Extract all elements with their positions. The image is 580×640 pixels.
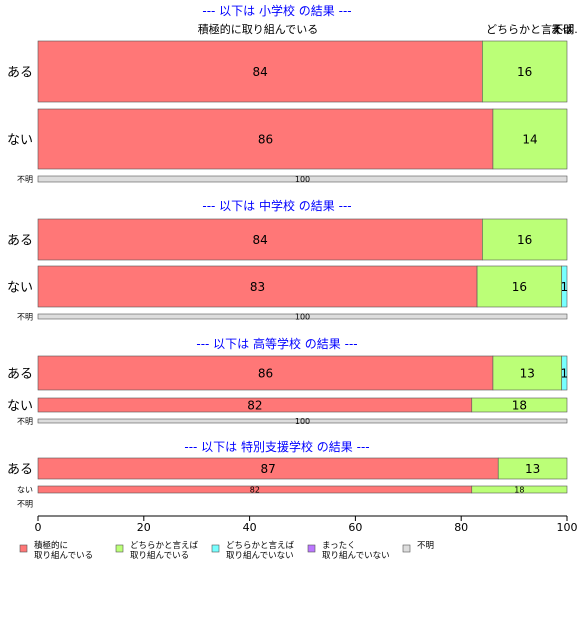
row-label: 不明	[17, 313, 33, 322]
data-label: 16	[517, 233, 532, 247]
top-category-label: まっ	[550, 23, 572, 36]
data-label: 13	[520, 366, 535, 380]
panel-title: --- 以下は 高等学校 の結果 ---	[196, 336, 357, 351]
data-label: 18	[512, 398, 527, 412]
bar-segment	[37, 218, 483, 261]
bar-segment	[471, 485, 568, 494]
data-label: 87	[260, 462, 275, 476]
data-label: 14	[522, 132, 537, 146]
x-axis-tick-label: 60	[348, 521, 362, 534]
x-axis-tick-label: 40	[243, 521, 257, 534]
x-axis-tick-label: 80	[454, 521, 468, 534]
legend-swatch	[19, 544, 28, 553]
legend-swatch	[307, 544, 316, 553]
legend-label: 取り組んでいる	[34, 550, 93, 561]
data-label: 83	[250, 280, 265, 294]
data-label: 84	[253, 233, 268, 247]
row-label: ない	[7, 281, 33, 296]
bar-segment	[561, 355, 568, 391]
bar-segment	[37, 175, 568, 183]
legend-swatch	[115, 544, 124, 553]
row-label: ある	[7, 66, 33, 81]
row-label: 不明	[17, 175, 33, 184]
panel-title: --- 以下は 中学校 の結果 ---	[202, 198, 351, 213]
top-category-label: 不明.	[552, 23, 578, 36]
data-label: 13	[525, 462, 540, 476]
data-label: 16	[512, 280, 527, 294]
data-label: 84	[253, 65, 268, 79]
bar-segment	[492, 355, 563, 391]
top-category-label: どちらかと言えば	[486, 23, 574, 36]
legend-label: どちらかと言えば	[226, 540, 295, 551]
x-axis-tick-label: 20	[137, 521, 151, 534]
panel-title: --- 以下は 小学校 の結果 ---	[202, 3, 351, 18]
data-label: 100	[295, 175, 310, 184]
legend-label: どちらかと言えば	[130, 540, 199, 551]
row-label: 不明	[17, 417, 33, 426]
top-category-label: 積極的に取り組んでいる	[198, 22, 318, 36]
bar-segment	[37, 355, 494, 391]
bar-segment	[37, 265, 478, 308]
row-label: ある	[7, 463, 33, 478]
bar-segment	[471, 397, 568, 413]
bar-segment	[561, 265, 568, 308]
data-label: 86	[258, 366, 273, 380]
data-label: 1	[561, 366, 569, 380]
x-axis-tick-label: 100	[557, 521, 578, 534]
bar-segment	[37, 313, 568, 320]
row-label: ない	[7, 399, 33, 414]
panel-title: --- 以下は 特別支援学校 の結果 ---	[184, 439, 369, 454]
data-label: 86	[258, 132, 273, 146]
row-label: ある	[7, 367, 33, 382]
data-label: 1	[561, 280, 569, 294]
bar-segment	[492, 108, 568, 170]
data-label: 16	[517, 65, 532, 79]
legend-label: 取り組んでいる	[130, 550, 189, 561]
legend-swatch	[402, 544, 411, 553]
bar-segment	[482, 40, 568, 103]
bar-segment	[37, 108, 494, 170]
legend-label: 取り組んでいない	[226, 550, 294, 561]
data-label: 100	[295, 417, 310, 426]
bar-segment	[37, 418, 568, 424]
legend-label: 不明	[417, 541, 434, 551]
data-label: 18	[514, 485, 524, 494]
legend-label: 取り組んでいない	[322, 550, 390, 561]
data-label: 100	[295, 312, 310, 321]
bar-segment	[482, 218, 568, 261]
bar-segment	[37, 40, 483, 103]
data-label: 82	[250, 485, 260, 494]
legend-label: まったく	[322, 541, 356, 551]
row-label: ある	[7, 234, 33, 249]
row-label: ない	[17, 486, 33, 495]
bar-segment	[497, 457, 568, 480]
row-label: 不明	[17, 500, 33, 509]
data-label: 82	[247, 398, 262, 412]
x-axis-tick-label: 0	[35, 521, 42, 534]
row-label: ない	[7, 133, 33, 148]
legend-swatch	[211, 544, 220, 553]
legend-label: 積極的に	[34, 540, 68, 551]
